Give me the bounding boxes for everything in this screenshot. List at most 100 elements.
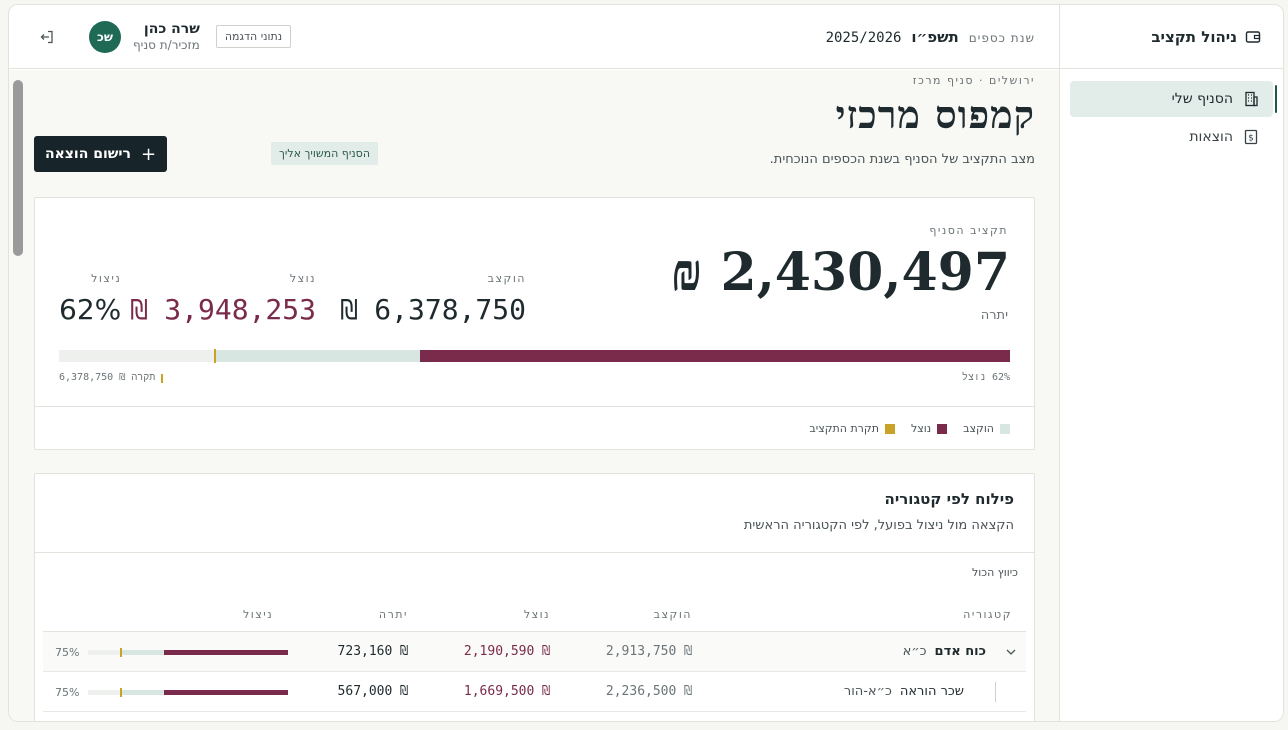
legend-item-spent: נוצל — [910, 422, 948, 435]
legend-swatch — [884, 423, 895, 434]
row-spent: ₪ 2,190,590 — [463, 644, 550, 659]
row-utilization-bar — [88, 648, 288, 657]
utilization-value: 62% — [59, 293, 122, 326]
remaining-label: יתרה — [980, 308, 1008, 323]
table-header: קטגוריה הוקצב נוצל יתרה ניצול — [43, 596, 1026, 632]
divider — [35, 406, 1034, 407]
dollar-receipt-icon: $ — [1244, 129, 1258, 145]
brand-title: ניהול תקציב — [1151, 27, 1237, 46]
category-code: כ״א — [902, 644, 927, 659]
legend-label: נוצל — [910, 422, 932, 435]
indent-line — [995, 682, 996, 702]
category-code: כ״א-הור — [843, 684, 892, 699]
wallet-icon — [1245, 30, 1261, 43]
row-category: כוח אדם כ״א — [903, 644, 986, 659]
top-header: שנת כספים תשפ״ו 2025/2026 נתוני הדגמה שר… — [9, 5, 1059, 69]
fiscal-year-hebrew: תשפ״ו — [911, 27, 959, 46]
divider — [35, 552, 1034, 553]
add-expense-button[interactable]: + רישום הוצאה — [34, 136, 167, 172]
budget-progress-bar — [59, 349, 1010, 363]
utilization-label: ניצול — [91, 272, 122, 285]
row-utilization: 75% — [55, 686, 80, 699]
avatar[interactable]: שכ — [89, 20, 121, 53]
legend-label: הוקצב — [963, 422, 994, 435]
fiscal-year-number: 2025/2026 — [825, 29, 902, 46]
allocated-label: הוקצב — [487, 272, 526, 285]
row-allocated: ₪ 2,236,500 — [605, 684, 692, 699]
svg-text:$: $ — [1248, 134, 1254, 144]
row-utilization: 75% — [55, 646, 80, 659]
fiscal-year-label: שנת כספים — [968, 30, 1035, 45]
collapse-all-button[interactable]: כיווץ הכול — [972, 566, 1018, 579]
user-info: שרה כהן מזכיר/ת סניף — [133, 21, 200, 52]
header-utilization[interactable]: ניצול — [243, 608, 274, 621]
table-row[interactable]: כוח אדם כ״א ₪ 2,913,750 ₪ 2,190,590 ₪ 723… — [43, 632, 1026, 672]
user-role: מזכיר/ת סניף — [133, 37, 200, 52]
sidebar-item-my-branch[interactable]: הסניף שלי — [1070, 81, 1277, 117]
row-spent: ₪ 1,669,500 — [463, 684, 550, 699]
logout-icon — [40, 30, 53, 43]
chevron-down-icon[interactable] — [1004, 645, 1018, 659]
bar-cap-marker — [213, 349, 216, 363]
spent-label: נוצל — [289, 272, 316, 285]
category-breakdown-card: פילוח לפי קטגוריה הקצאה מול ניצול בפועל,… — [34, 473, 1035, 721]
legend-label: תקרת התקציב — [809, 422, 879, 435]
allocated-value: 6,378,750 ₪ — [340, 293, 526, 326]
app-brand[interactable]: ניהול תקציב — [1060, 5, 1283, 69]
sidebar-item-label: הוצאות — [1189, 129, 1233, 145]
row-remaining: ₪ 723,160 — [337, 644, 408, 659]
budget-label: תקציב הסניף — [929, 224, 1008, 237]
bar-cap-marker — [120, 648, 122, 657]
bar-spent-caption: 62% נוצל — [961, 372, 1010, 383]
legend-swatch — [1000, 423, 1010, 434]
category-name: כוח אדם — [934, 644, 986, 659]
fiscal-year: שנת כספים תשפ״ו 2025/2026 — [826, 28, 1035, 46]
header-remaining[interactable]: יתרה — [378, 608, 408, 621]
budget-summary-card: תקציב הסניף 2,430,497 ₪ יתרה הוקצב 6,378… — [34, 197, 1035, 450]
row-category: שכר הוראה כ״א-הור — [844, 684, 964, 699]
app-window: ניהול תקציב הסניף שלי $ הוצאות שנת כספים… — [8, 4, 1284, 722]
table-row[interactable]: שכר הוראה כ״א-הור ₪ 2,236,500 ₪ 1,669,500… — [43, 672, 1026, 712]
demo-data-badge: נתוני הדגמה — [215, 25, 292, 48]
page-subtitle: מצב התקציב של הסניף בשנת הכספים הנוכחית. — [769, 152, 1035, 167]
header-allocated[interactable]: הוקצב — [653, 608, 692, 621]
allocated-stat: הוקצב 6,378,750 ₪ — [341, 272, 526, 326]
category-subtitle: הקצאה מול ניצול בפועל, לפי הקטגוריה הראש… — [743, 518, 1014, 533]
building-icon — [1245, 91, 1258, 107]
bar-spent — [164, 650, 288, 655]
row-allocated: ₪ 2,913,750 — [605, 644, 692, 659]
sidebar: ניהול תקציב הסניף שלי $ הוצאות — [1059, 5, 1283, 721]
sidebar-item-expenses[interactable]: $ הוצאות — [1070, 119, 1273, 155]
remaining-amount: 2,430,497 ₪ — [670, 242, 1010, 303]
category-name: שכר הוראה — [899, 684, 964, 699]
bar-cap-caption-text: תקרה ₪ 6,378,750 — [59, 372, 156, 383]
logout-button[interactable] — [39, 29, 55, 45]
header-spent[interactable]: נוצל — [523, 608, 550, 621]
bar-spent — [164, 690, 288, 695]
scrollbar[interactable] — [13, 80, 23, 256]
plus-icon: + — [140, 143, 157, 165]
spent-value: 3,948,253 ₪ — [130, 293, 316, 326]
category-table: קטגוריה הוקצב נוצל יתרה ניצול כוח אדם כ״א… — [43, 596, 1026, 712]
row-utilization-bar — [88, 688, 288, 697]
main-content: ירושלים · סניף מרכז קמפוס מרכזי מצב התקצ… — [9, 70, 1059, 721]
legend: הוקצב נוצל תקרת התקציב — [809, 422, 1010, 435]
legend-item-cap: תקרת התקציב — [809, 422, 895, 435]
cap-tick-icon — [161, 373, 164, 383]
utilization-stat: ניצול 62% — [59, 272, 121, 326]
user-area: נתוני הדגמה שרה כהן מזכיר/ת סניף שכ — [39, 20, 292, 53]
bar-cap-marker — [120, 688, 122, 697]
bar-spent — [420, 350, 1010, 362]
header-category[interactable]: קטגוריה — [963, 608, 1012, 621]
legend-swatch — [937, 423, 948, 434]
sidebar-nav: הסניף שלי $ הוצאות — [1060, 69, 1283, 169]
spent-stat: נוצל 3,948,253 ₪ — [131, 272, 316, 326]
assigned-branch-badge: הסניף המשויך אליך — [271, 142, 379, 165]
add-expense-label: רישום הוצאה — [44, 146, 131, 162]
row-remaining: ₪ 567,000 — [337, 684, 408, 699]
category-title: פילוח לפי קטגוריה — [884, 490, 1014, 508]
legend-item-allocated: הוקצב — [963, 422, 1010, 435]
user-name: שרה כהן — [143, 20, 200, 37]
breadcrumb: ירושלים · סניף מרכז — [912, 74, 1035, 87]
page-title: קמפוס מרכזי — [835, 92, 1035, 137]
